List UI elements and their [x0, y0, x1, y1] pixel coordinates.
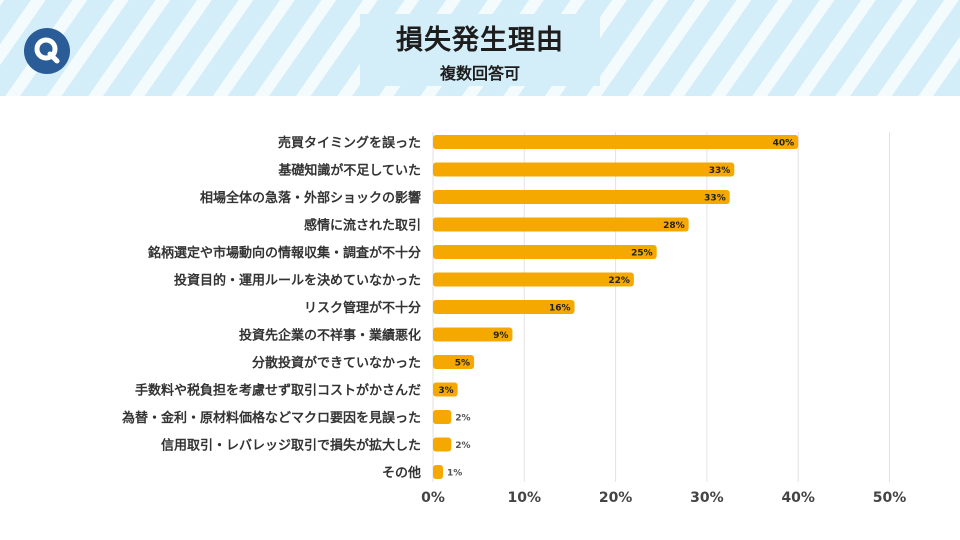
category-label: リスク管理が不十分: [304, 300, 421, 316]
category-label: 投資目的・運用ルールを決めていなかった: [174, 273, 421, 289]
bar: [433, 162, 735, 177]
category-label: 感情に流された取引: [304, 218, 421, 234]
data-label: 28%: [663, 221, 685, 231]
category-label: 為替・金利・原材料価格などマクロ要因を見誤った: [122, 410, 421, 426]
q-logo-icon: [24, 28, 70, 74]
bar: [433, 190, 730, 204]
category-label: 分散投資ができていなかった: [252, 355, 421, 371]
data-label: 16%: [549, 304, 571, 314]
data-label: 22%: [608, 276, 630, 286]
category-label: 投資先企業の不祥事・業績悪化: [239, 328, 421, 344]
category-label: 銘柄選定や市場動向の情報収集・調査が不十分: [148, 245, 421, 261]
header-title-area: [360, 14, 600, 86]
page-subtitle: 複数回答可: [439, 64, 520, 83]
bar: [433, 272, 634, 287]
data-label: 9%: [493, 331, 508, 341]
x-tick-label: 10%: [508, 490, 542, 506]
data-label: 3%: [438, 386, 453, 396]
data-label: 2%: [455, 414, 470, 424]
data-label: 33%: [704, 194, 726, 204]
header-banner: 損失発生理由 複数回答可: [0, 0, 960, 96]
category-label: 相場全体の急落・外部ショックの影響: [200, 190, 421, 206]
page-title: 損失発生理由: [396, 25, 564, 56]
bar: [433, 217, 689, 232]
data-label: 33%: [709, 166, 731, 176]
x-tick-label: 20%: [599, 490, 633, 506]
x-tick-label: 40%: [781, 490, 815, 506]
bar: [433, 355, 475, 369]
x-tick-label: 0%: [421, 490, 445, 506]
bar: [433, 245, 657, 259]
data-label: 5%: [455, 359, 470, 369]
bar: [433, 135, 799, 149]
bar: [433, 300, 575, 314]
data-label: 2%: [455, 441, 470, 451]
category-label: 信用取引・レバレッジ取引で損失が拡大した: [161, 438, 421, 454]
x-tick-label: 30%: [690, 490, 724, 506]
category-label: その他: [382, 465, 421, 481]
data-label: 25%: [631, 249, 653, 259]
category-label: 手数料や税負担を考慮せず取引コストがかさんだ: [135, 383, 421, 399]
bar: [433, 327, 513, 342]
category-label: 売買タイミングを誤った: [278, 135, 421, 151]
x-tick-label: 50%: [873, 490, 907, 506]
q-logo-glyph: [34, 37, 60, 64]
data-label: 1%: [447, 469, 462, 479]
bar-chart: 0% 10% 20% 30% 40% 50% 売買タイミングを誤った 40% 基礎知識が不足して…: [122, 132, 907, 506]
bar: [433, 465, 444, 479]
bar: [433, 410, 452, 424]
data-label: 40%: [773, 139, 795, 149]
category-label: 基礎知識が不足していた: [277, 163, 421, 179]
bar: [433, 437, 452, 452]
bar: [433, 382, 458, 397]
